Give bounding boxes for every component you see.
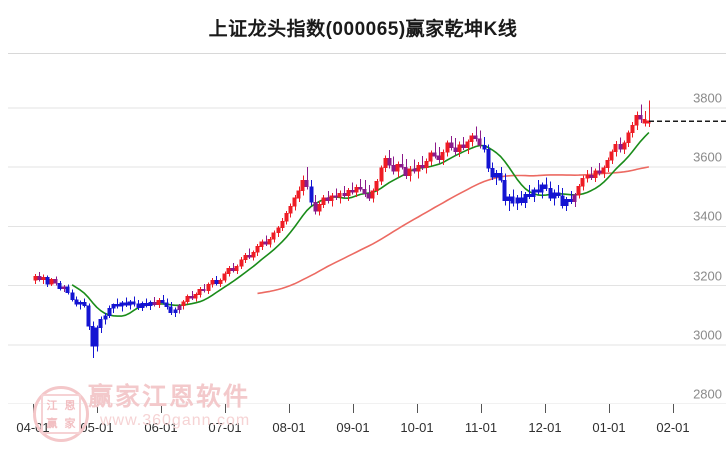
ma-fast-line [71, 131, 650, 317]
chart-plot-area[interactable] [0, 53, 726, 406]
x-axis-tick [545, 404, 546, 413]
x-axis-label: 07-01 [208, 420, 242, 435]
plot-border [0, 53, 726, 406]
y-axis-label: 3400 [693, 208, 722, 224]
watermark-seal: 江恩赢家 [33, 386, 89, 442]
x-axis-label: 10-01 [400, 420, 434, 435]
y-axis-label: 3800 [693, 90, 722, 106]
watermark-seal-char: 恩 [64, 400, 76, 412]
watermark-url: www.360gann.com [100, 412, 251, 429]
x-axis-tick [353, 404, 354, 413]
x-axis-label: 05-01 [80, 420, 114, 435]
x-axis-tick [609, 404, 610, 413]
watermark-seal-char: 江 [46, 400, 58, 412]
ma-slow-line [257, 166, 650, 295]
x-axis-tick [673, 404, 674, 413]
x-axis-label: 11-01 [464, 420, 498, 435]
page-title: 上证龙头指数(000065)赢家乾坤K线 [208, 19, 518, 40]
y-axis-label: 2800 [693, 386, 722, 402]
candles [33, 100, 651, 358]
candlestick-svg[interactable] [0, 53, 726, 406]
x-axis-label: 06-01 [144, 420, 178, 435]
x-axis-label: 12-01 [528, 420, 562, 435]
x-axis-tick [417, 404, 418, 413]
watermark-seal-char: 家 [64, 418, 76, 430]
watermark-brand: 赢家江恩软件 [88, 383, 251, 411]
x-axis-label: 02-01 [656, 420, 690, 435]
x-axis-label: 09-01 [336, 420, 370, 435]
y-axis-label: 3000 [693, 327, 722, 343]
x-axis-tick [97, 404, 98, 413]
x-axis-tick [225, 404, 226, 413]
y-axis-label: 3600 [693, 149, 722, 165]
x-axis-tick [161, 404, 162, 413]
y-axis-label: 3200 [693, 268, 722, 284]
gridlines [8, 107, 726, 405]
x-axis-tick [481, 404, 482, 413]
x-axis-tick [289, 404, 290, 413]
x-axis-label: 08-01 [272, 420, 306, 435]
x-axis-label: 01-01 [592, 420, 626, 435]
watermark-seal-char: 赢 [46, 418, 58, 430]
